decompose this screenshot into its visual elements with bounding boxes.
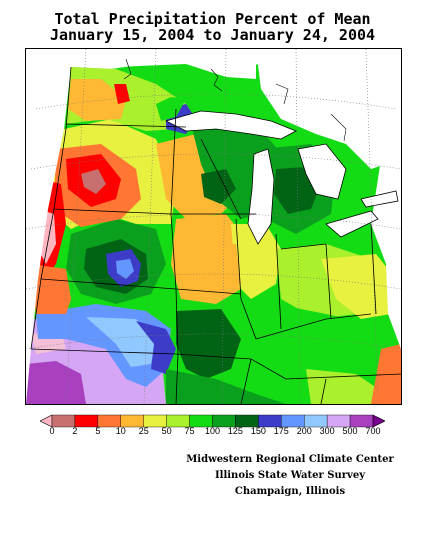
region-southwest-500	[26, 361, 86, 404]
map-title-line2: January 15, 2004 to January 24, 2004	[49, 26, 376, 44]
canada-nodata-nw	[71, 49, 256, 79]
graticule	[26, 49, 401, 404]
west-nodata	[26, 49, 71, 404]
legend-label: 300	[319, 426, 335, 436]
legend-label: 10	[115, 426, 126, 436]
legend-label: 175	[273, 426, 289, 436]
canada-coast	[123, 58, 347, 142]
legend-label: 100	[204, 426, 221, 436]
east-nodata	[371, 154, 401, 349]
legend-label: 5	[95, 426, 101, 436]
legend-label: 150	[250, 426, 266, 436]
legend-label: 200	[296, 426, 312, 436]
lake-erie	[326, 211, 378, 237]
lake-outlines	[164, 110, 399, 245]
canada-nodata-ne	[256, 49, 401, 169]
legend-label: 500	[342, 426, 358, 436]
legend-label: 2	[72, 426, 78, 436]
state-boundaries	[30, 66, 401, 404]
region-il-yellow	[231, 224, 281, 299]
precipitation-map	[25, 48, 402, 405]
region-west-orange	[31, 264, 71, 314]
credit-line1: Midwestern Regional Climate Center	[186, 454, 394, 465]
region-north-red	[114, 84, 130, 104]
map-svg	[26, 49, 401, 404]
legend-label: 25	[138, 426, 149, 436]
region-darkgreen-sw	[176, 309, 241, 379]
legend-label: 0	[49, 426, 55, 436]
credit-line2: Illinois State Water Survey	[214, 470, 366, 481]
region-plains-darkred	[81, 169, 106, 194]
legend-label: 50	[161, 426, 172, 436]
region-blue-150	[136, 321, 176, 374]
region-north-orange	[68, 79, 126, 121]
region-se-orange	[371, 344, 401, 404]
legend-arrow-high	[372, 414, 385, 428]
credit-line3: Champaign, Illinois	[234, 486, 346, 497]
region-wi-core	[201, 169, 236, 204]
region-tn-yellow	[306, 369, 386, 404]
map-title-line1: Total Precipitation Percent of Mean	[54, 10, 371, 28]
lake-superior	[166, 111, 296, 139]
region-green-south	[166, 369, 286, 404]
region-superior-edge	[156, 97, 186, 121]
legend-label: 75	[184, 426, 195, 436]
lake-michigan	[248, 149, 274, 244]
color-legend	[40, 414, 385, 428]
region-blue-200	[86, 317, 156, 367]
legend-label: 125	[227, 426, 243, 436]
region-nebraska-center	[116, 259, 134, 279]
region-mo-orange	[201, 244, 241, 299]
legend-label: 700	[365, 426, 381, 436]
region-oh-yellow	[321, 254, 396, 319]
